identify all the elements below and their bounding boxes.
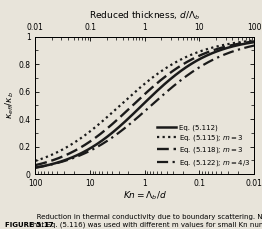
Eq. (5.122); $m = 4/3$ (199, 65, 202, 68)
Eq. (5.122); $m = 4/3$ (34, 166, 37, 169)
Legend: Eq. (5.112), Eq. (5.115); $m = 3$, Eq. (5.118); $m = 3$, Eq. (5.122); $m = 4/3$: Eq. (5.112), Eq. (5.115); $m = 3$, Eq. (… (157, 124, 251, 168)
Eq. (5.118); $m = 3$ (180, 64, 183, 67)
X-axis label: Reduced thickness, $d/\Lambda_b$: Reduced thickness, $d/\Lambda_b$ (89, 10, 200, 22)
Eq. (5.115); $m = 3$ (73, 141, 76, 144)
Eq. (5.115); $m = 3$ (180, 58, 183, 61)
Eq. (5.118); $m = 3$ (34, 164, 37, 166)
Eq. (5.112) (133, 111, 136, 114)
Text: FIGURE 5.17: FIGURE 5.17 (5, 222, 54, 228)
Y-axis label: $\kappa_{eff}/\kappa_b$: $\kappa_{eff}/\kappa_b$ (3, 91, 16, 119)
Eq. (5.122); $m = 4/3$ (163, 93, 166, 95)
Eq. (5.122); $m = 4/3$ (133, 119, 136, 122)
Eq. (5.118); $m = 3$ (90, 139, 93, 142)
Eq. (5.122); $m = 4/3$ (180, 78, 183, 81)
Eq. (5.115); $m = 3$ (199, 50, 202, 53)
Eq. (5.115); $m = 3$ (133, 91, 136, 94)
Eq. (5.112) (34, 166, 37, 169)
Line: Eq. (5.112): Eq. (5.112) (35, 42, 254, 168)
Eq. (5.118); $m = 3$ (163, 76, 166, 79)
Eq. (5.112) (90, 146, 93, 149)
Line: Eq. (5.115); $m = 3$: Eq. (5.115); $m = 3$ (35, 41, 254, 161)
Eq. (5.115); $m = 3$ (90, 129, 93, 131)
Eq. (5.122); $m = 4/3$ (90, 149, 93, 151)
Eq. (5.118); $m = 3$ (253, 40, 256, 43)
Eq. (5.112) (73, 155, 76, 158)
Eq. (5.122); $m = 4/3$ (73, 156, 76, 159)
Eq. (5.122); $m = 4/3$ (253, 44, 256, 47)
Eq. (5.115); $m = 3$ (253, 39, 256, 42)
Eq. (5.118); $m = 3$ (73, 150, 76, 153)
Eq. (5.112) (199, 57, 202, 60)
Eq. (5.118); $m = 3$ (199, 54, 202, 57)
Line: Eq. (5.122); $m = 4/3$: Eq. (5.122); $m = 4/3$ (35, 46, 254, 168)
Eq. (5.115); $m = 3$ (163, 68, 166, 71)
Text: Reduction in thermal conductivity due to boundary scattering. Note
that Eq. (5.1: Reduction in thermal conductivity due to… (30, 214, 262, 228)
Eq. (5.112) (163, 83, 166, 86)
X-axis label: $Kn = \Lambda_b/d$: $Kn = \Lambda_b/d$ (123, 189, 167, 202)
Eq. (5.112) (180, 69, 183, 72)
Line: Eq. (5.118); $m = 3$: Eq. (5.118); $m = 3$ (35, 41, 254, 165)
Eq. (5.112) (253, 41, 256, 44)
Eq. (5.118); $m = 3$ (133, 102, 136, 105)
Eq. (5.115); $m = 3$ (34, 160, 37, 162)
